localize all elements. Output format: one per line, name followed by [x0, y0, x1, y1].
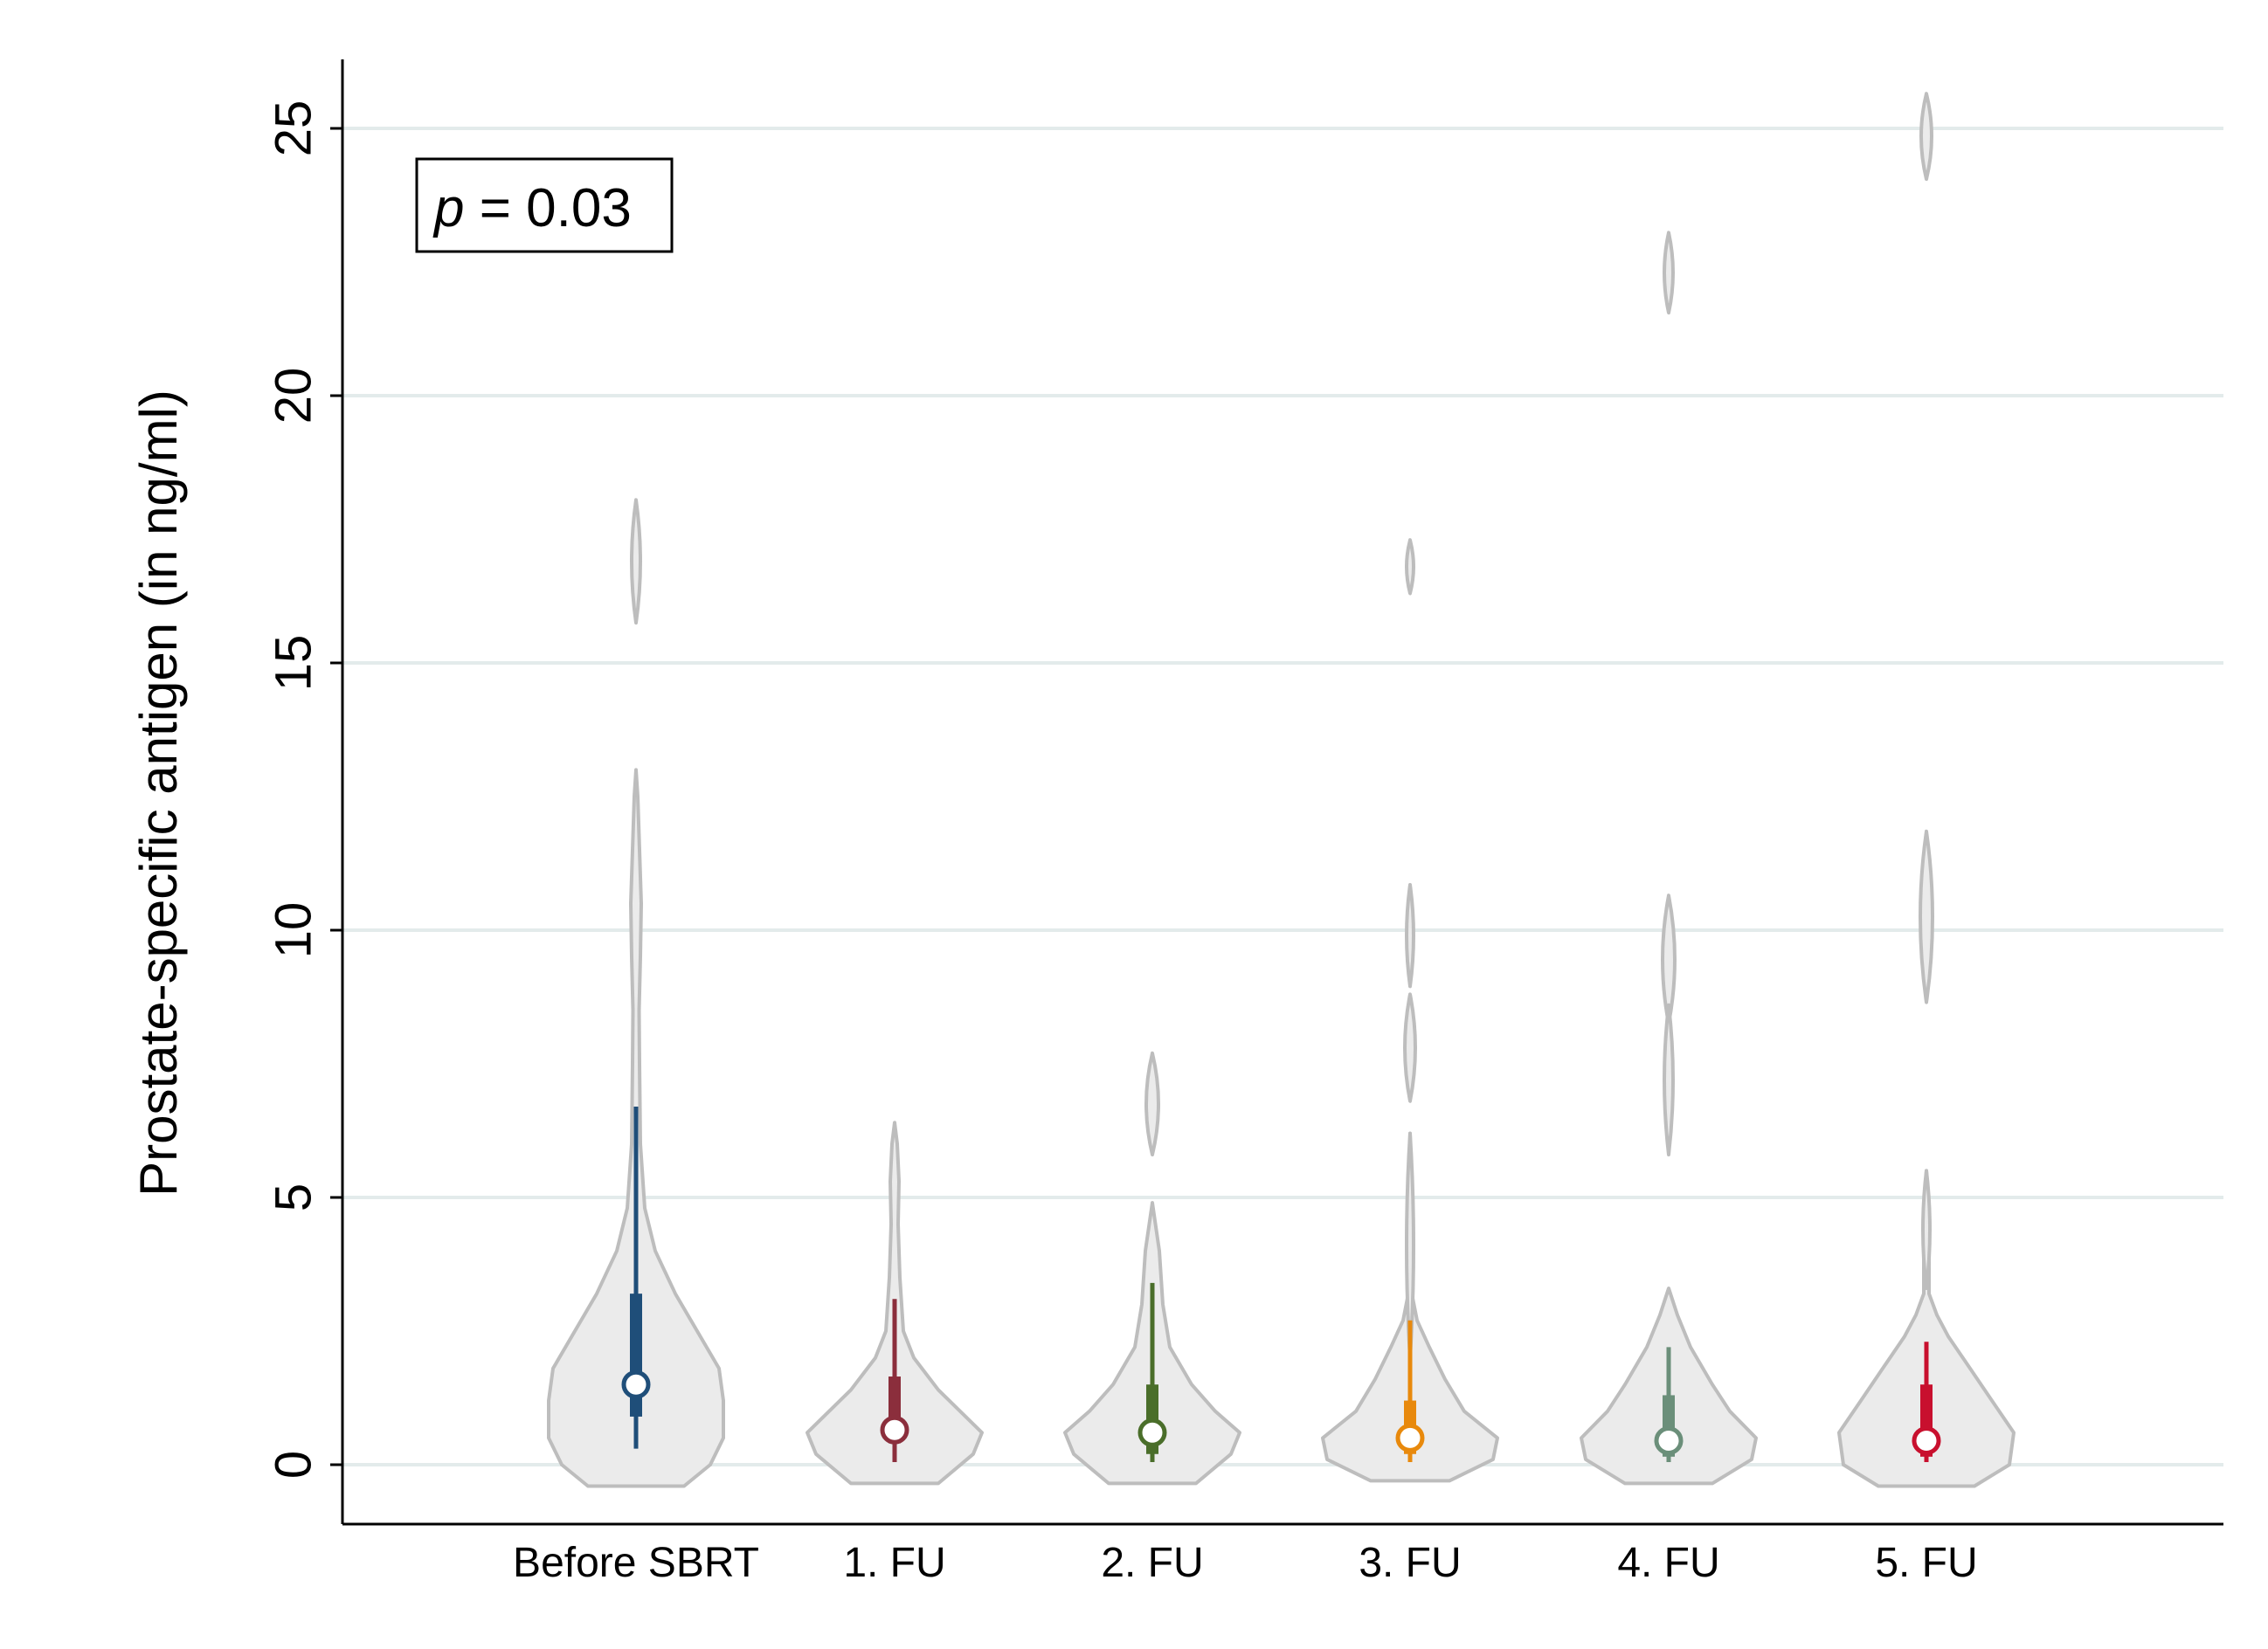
y-tick-labels: 0 5 10 15 20 25 [265, 100, 322, 1479]
y-tick-label-15: 15 [265, 635, 322, 692]
axes [330, 59, 2223, 1526]
violin-tail-blob [1405, 883, 1415, 989]
annotation-box [415, 157, 674, 253]
y-tick-label-20: 20 [265, 368, 322, 424]
median-marker [1654, 1425, 1684, 1455]
violin-tail-blob [630, 498, 642, 625]
x-category-label: Before SBRT [513, 1540, 759, 1586]
violin-tail-blob [1663, 231, 1675, 315]
median-marker [1137, 1418, 1167, 1447]
x-category-label: 3. FU [1359, 1540, 1461, 1586]
x-category-label: 2. FU [1101, 1540, 1203, 1586]
violin-tail-blob [1919, 92, 1933, 182]
median-marker [621, 1370, 651, 1399]
violin-tail-blob [1403, 992, 1417, 1103]
x-category-label: 4. FU [1617, 1540, 1719, 1586]
median-marker [1912, 1425, 1941, 1455]
y-axis-title: Prostate-specific antigen (in ng/ml) [129, 390, 188, 1197]
violin-tail-blob [1663, 1003, 1675, 1156]
y-tick-label-0: 0 [265, 1451, 322, 1479]
violin-tail-blob [1921, 1169, 1932, 1290]
violin-tail-blob [1144, 1051, 1160, 1156]
y-tick-label-25: 25 [265, 100, 322, 157]
violin-tail-blob [1919, 829, 1934, 1004]
median-marker [1395, 1423, 1425, 1452]
x-category-labels: Before SBRT 1. FU 2. FU 3. FU 4. FU 5. FU [513, 1540, 1978, 1586]
violin-tail-blob [1405, 538, 1415, 596]
median-marker [880, 1415, 909, 1445]
annotation-value: = 0.03 [464, 178, 631, 238]
x-category-label: 5. FU [1875, 1540, 1977, 1586]
y-tick-label-5: 5 [265, 1183, 322, 1211]
annotation-text: p = 0.03 [432, 178, 632, 238]
p-value-annotation: p = 0.03 [415, 157, 674, 253]
box-plots [621, 1106, 1941, 1462]
x-category-label: 1. FU [843, 1540, 945, 1586]
annotation-p-italic: p [432, 178, 464, 238]
violins [547, 92, 2016, 1488]
y-tick-label-10: 10 [265, 902, 322, 959]
